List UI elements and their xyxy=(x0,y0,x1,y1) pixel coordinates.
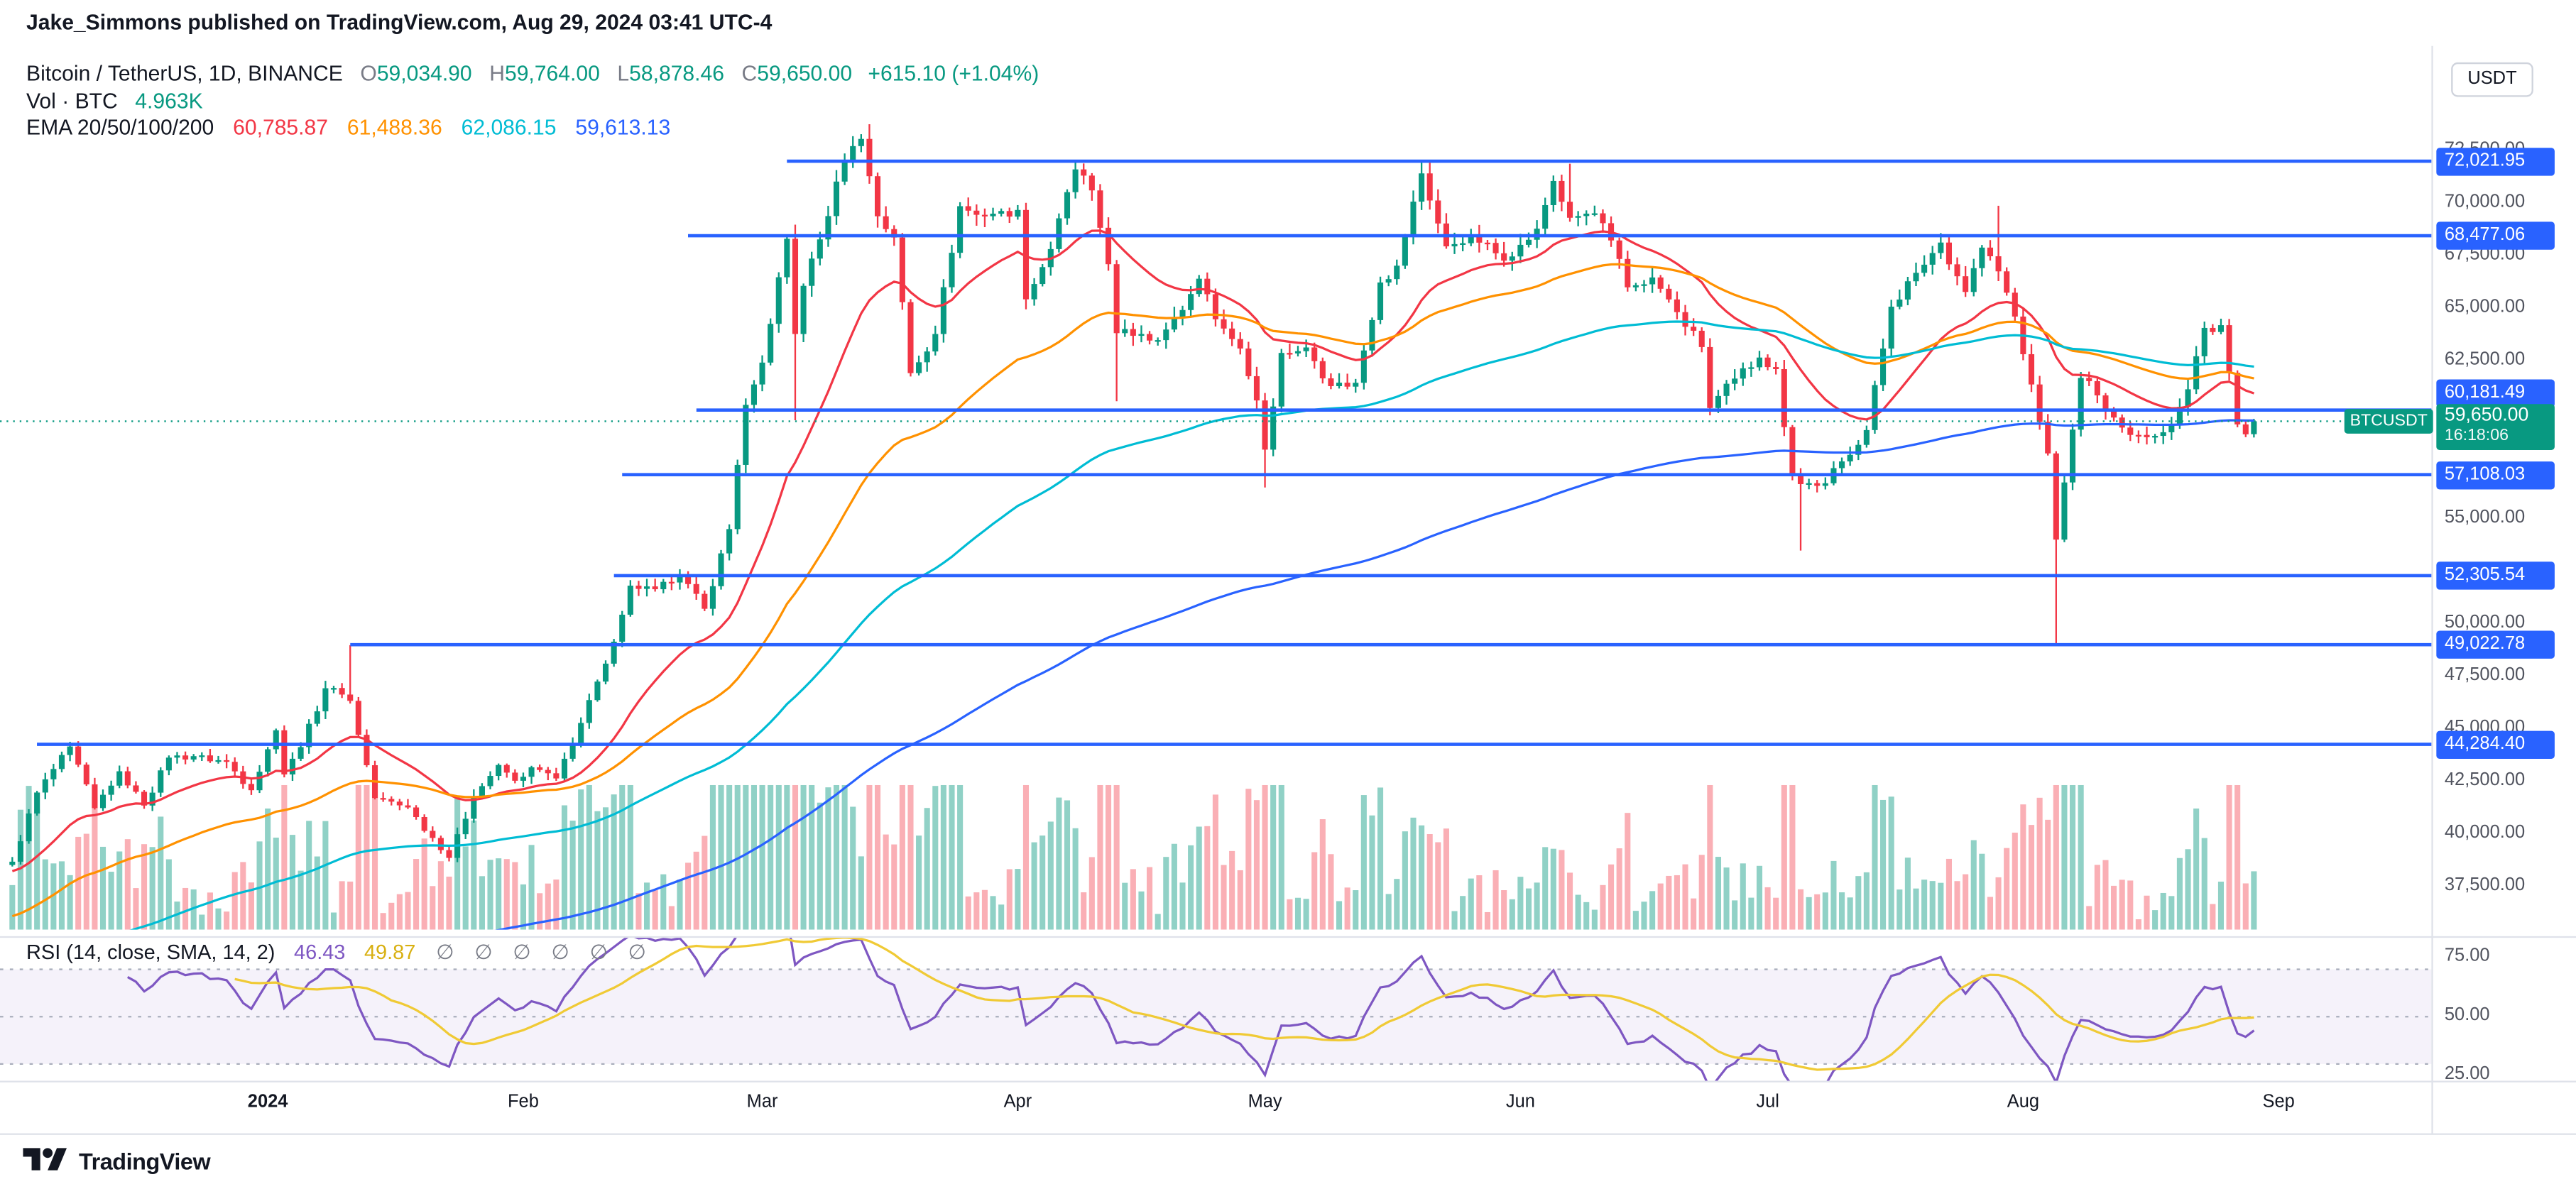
rsi-axis-tick: 75.00 xyxy=(2444,946,2490,966)
ema20-value: 60,785.87 xyxy=(233,114,328,140)
volume-value: 4.963K xyxy=(135,87,203,113)
price-level-label[interactable]: 57,108.03 xyxy=(2436,461,2555,489)
rsi-empty-slot: ∅ xyxy=(589,941,608,965)
price-level-label[interactable]: 49,022.78 xyxy=(2436,630,2555,659)
time-axis-label: Jul xyxy=(1756,1092,1779,1112)
price-tick: 70,000.00 xyxy=(2444,192,2526,212)
price-tick: 55,000.00 xyxy=(2444,507,2526,527)
price-tick: 62,500.00 xyxy=(2444,349,2526,370)
time-axis-label: Aug xyxy=(2007,1092,2040,1112)
tradingview-logo-icon xyxy=(23,1148,67,1171)
time-axis-label: May xyxy=(1248,1092,1282,1112)
price-tick: 42,500.00 xyxy=(2444,770,2526,790)
rsi-legend-row: RSI (14, close, SMA, 14, 2) 46.43 49.87 … xyxy=(26,939,646,964)
volume-legend-row: Vol · BTC 4.963K xyxy=(26,88,1039,115)
low-value: 58,878.46 xyxy=(629,60,724,86)
ema-label[interactable]: EMA 20/50/100/200 xyxy=(26,114,214,140)
time-axis-label: Jun xyxy=(1505,1092,1535,1112)
ema100-value: 62,086.15 xyxy=(461,114,557,140)
current-price-label[interactable]: 59,650.00 16:18:06 xyxy=(2436,403,2555,449)
ema-100-line[interactable] xyxy=(12,320,2254,979)
price-level-label[interactable]: 44,284.40 xyxy=(2436,730,2555,759)
bar-countdown: 16:18:06 xyxy=(2444,426,2509,444)
price-level-label[interactable]: 72,021.95 xyxy=(2436,147,2555,175)
chart-legend: Bitcoin / TetherUS, 1D, BINANCE O59,034.… xyxy=(26,61,1039,143)
change-value: +615.10 (+1.04%) xyxy=(868,60,1039,86)
open-label: O xyxy=(360,60,377,86)
close-label: C xyxy=(741,60,758,86)
open-value: 59,034.90 xyxy=(376,60,472,86)
close-value: 59,650.00 xyxy=(757,60,853,86)
rsi-ma-value: 49.87 xyxy=(364,941,416,965)
price-axis-currency[interactable]: USDT xyxy=(2451,62,2533,97)
rsi-empty-slot: ∅ xyxy=(474,941,493,965)
rsi-empty-slot: ∅ xyxy=(628,941,646,965)
rsi-value: 46.43 xyxy=(294,941,346,965)
ema200-value: 59,613.13 xyxy=(575,114,671,140)
price-level-label[interactable]: 52,305.54 xyxy=(2436,561,2555,590)
price-tick: 65,000.00 xyxy=(2444,297,2526,317)
price-tick: 50,000.00 xyxy=(2444,613,2526,632)
brand-name: TradingView xyxy=(79,1147,211,1174)
publish-info: Jake_Simmons published on TradingView.co… xyxy=(26,9,773,35)
high-value: 59,764.00 xyxy=(504,60,600,86)
price-level-label[interactable]: 60,181.49 xyxy=(2436,379,2555,408)
rsi-empty-slot: ∅ xyxy=(436,941,454,965)
time-axis-label: Sep xyxy=(2262,1092,2295,1112)
time-axis-label: Mar xyxy=(746,1092,778,1112)
current-price-text: 59,650.00 xyxy=(2444,405,2529,425)
time-axis-label: Apr xyxy=(1003,1092,1032,1112)
high-label: H xyxy=(489,60,505,86)
ema-50-line[interactable] xyxy=(11,263,2254,918)
rsi-title[interactable]: RSI (14, close, SMA, 14, 2) xyxy=(26,941,275,965)
symbol-price-tag: BTCUSDT xyxy=(2344,409,2433,434)
ema-200-line[interactable] xyxy=(12,419,2254,1053)
rsi-line[interactable] xyxy=(126,915,2255,1089)
rsi-empty-slot: ∅ xyxy=(513,941,531,965)
rsi-ma-line[interactable] xyxy=(234,938,2254,1071)
price-tick: 47,500.00 xyxy=(2444,665,2526,685)
ema50-value: 61,488.36 xyxy=(346,114,442,140)
rsi-axis-tick: 25.00 xyxy=(2444,1064,2490,1085)
rsi-axis-tick: 50.00 xyxy=(2444,1005,2490,1025)
low-label: L xyxy=(617,60,630,86)
volume-series[interactable] xyxy=(9,784,2257,930)
symbol-title[interactable]: Bitcoin / TetherUS, 1D, BINANCE xyxy=(26,60,343,86)
symbol-legend-row: Bitcoin / TetherUS, 1D, BINANCE O59,034.… xyxy=(26,61,1039,88)
footer-brand[interactable]: TradingView xyxy=(23,1143,211,1178)
publish-header: Jake_Simmons published on TradingView.co… xyxy=(26,10,772,35)
ema-20-line[interactable] xyxy=(11,229,2255,872)
time-axis-label: 2024 xyxy=(247,1092,288,1112)
volume-label[interactable]: Vol · BTC xyxy=(26,87,118,113)
price-level-label[interactable]: 68,477.06 xyxy=(2436,221,2555,250)
price-tick: 37,500.00 xyxy=(2444,875,2526,896)
price-tick: 40,000.00 xyxy=(2444,823,2526,843)
ema-legend-row: EMA 20/50/100/200 60,785.87 61,488.36 62… xyxy=(26,115,1039,142)
time-axis-label: Feb xyxy=(507,1092,539,1112)
rsi-empty-slot: ∅ xyxy=(551,941,569,965)
